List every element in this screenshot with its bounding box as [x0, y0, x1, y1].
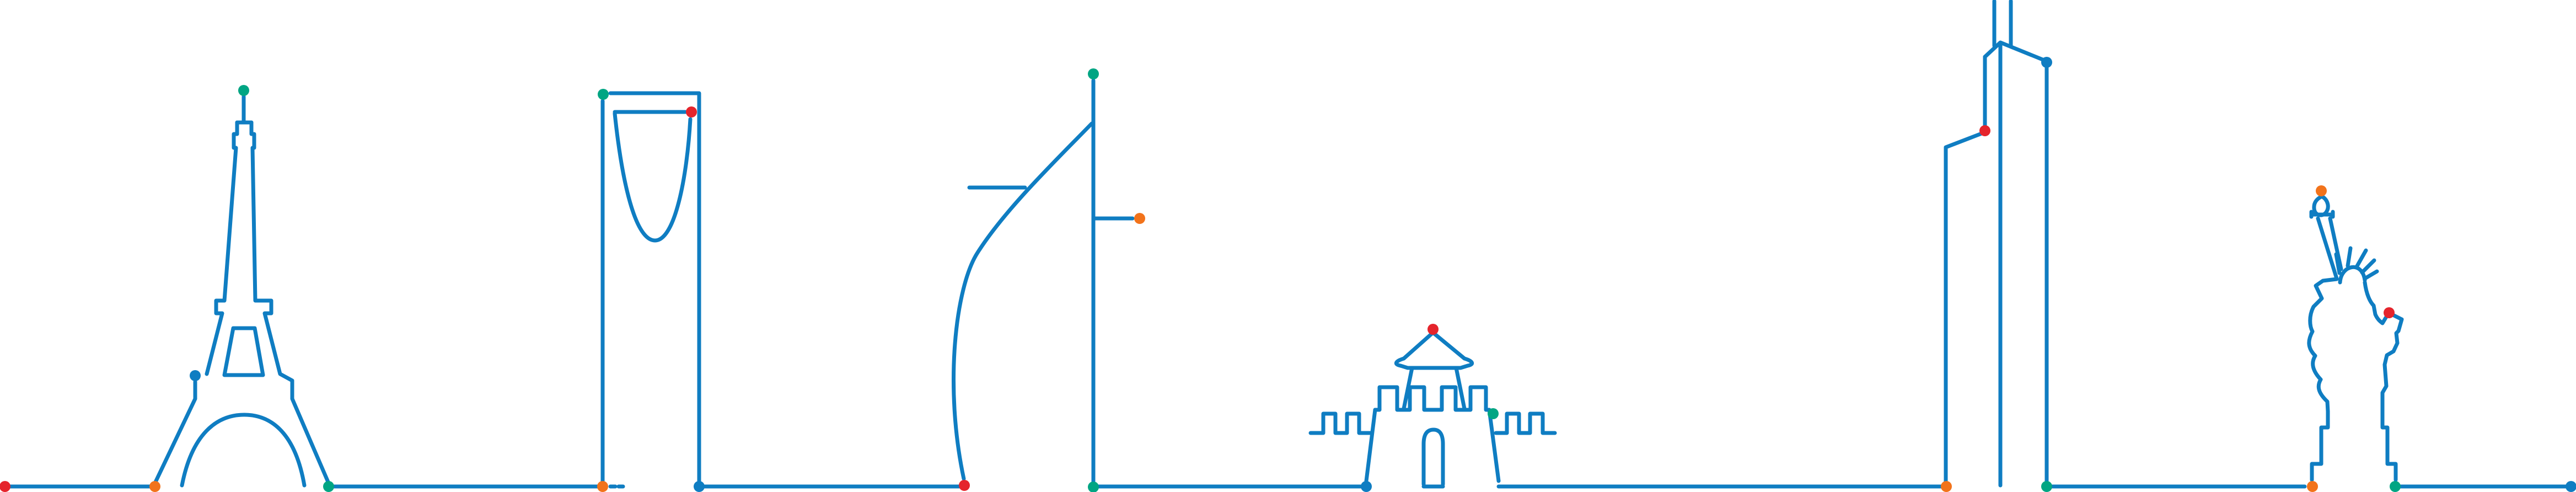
liberty-crown-spikes	[2334, 246, 2379, 281]
willis-tower-red-dot	[1979, 125, 1990, 136]
ground-orange-dot	[1941, 481, 1952, 492]
ground-blue-dot	[694, 481, 705, 492]
ground-teal-dot	[1088, 482, 1099, 492]
eiffel-tower-teal-dot	[238, 85, 249, 96]
kingdom-centre-drawing	[600, 91, 701, 485]
statue-of-liberty-drawing	[2307, 194, 2404, 482]
willis-left-step-lower	[1944, 131, 1984, 484]
liberty-arm-outer	[2316, 216, 2339, 281]
great-wall-fortress-teal-dot	[1488, 408, 1499, 419]
willis-tower-drawing	[1944, 0, 2049, 488]
ground-teal-dot	[2390, 481, 2401, 492]
fortress-door-arch	[1421, 427, 1445, 486]
kingdom-centre-teal-dot	[598, 89, 609, 100]
liberty-robe-left-side	[2307, 277, 2339, 482]
ground-orange-dot	[2307, 481, 2318, 492]
fortress-left-wall	[1308, 411, 1374, 435]
fortress-battlements	[1373, 385, 1491, 412]
ground-orange-dot	[597, 481, 608, 492]
ground-blue-dot	[2566, 481, 2576, 492]
liberty-tablet-right-side	[2380, 313, 2404, 482]
fortress-right-slant	[1487, 408, 1501, 483]
eiffel-arch	[180, 413, 307, 488]
liberty-arm-inner	[2328, 216, 2343, 271]
eiffel-tower-blue-dot	[190, 370, 201, 381]
milestone-dots	[0, 57, 2576, 492]
ground-orange-dot	[149, 481, 160, 492]
willis-tower-blue-dot	[2041, 57, 2052, 68]
ground-teal-dot	[323, 481, 334, 492]
liberty-face-chest	[2363, 280, 2388, 325]
willis-antennas	[1992, 0, 2013, 48]
burj-al-arab-drawing	[952, 78, 1135, 486]
fortress-left-slant	[1364, 408, 1377, 483]
ground-red-dot	[959, 480, 970, 491]
statue-of-liberty-red-dot	[2384, 307, 2395, 318]
burj-sail-curve	[952, 121, 1094, 481]
eiffel-left-leg	[153, 379, 197, 485]
statue-of-liberty-orange-dot	[2316, 185, 2327, 196]
liberty-torch-flame	[2312, 194, 2330, 217]
liberty-torch-handle	[2309, 210, 2335, 219]
kingdom-top-right-sides	[608, 91, 701, 485]
great-wall-fortress-red-dot	[1427, 324, 1439, 335]
fortress-drawing	[1308, 330, 1557, 486]
eiffel-right-outline	[249, 120, 331, 485]
burj-al-arab-orange-dot	[1134, 213, 1145, 224]
liberty-crown-dome	[2338, 265, 2367, 285]
fortress-pagoda-roof	[1394, 330, 1474, 370]
ground-red-dot	[0, 481, 10, 492]
kingdom-parabola	[613, 111, 693, 243]
ground-teal-dot	[2041, 481, 2052, 492]
fortress-pagoda-legs	[1402, 366, 1467, 411]
eiffel-window	[222, 326, 265, 377]
eiffel-tower-drawing	[153, 94, 331, 488]
fortress-right-wall	[1494, 411, 1557, 435]
kingdom-centre-red-dot	[686, 106, 697, 117]
ground-blue-dot	[1361, 481, 1372, 492]
eiffel-left-outline	[205, 120, 239, 376]
burj-al-arab-teal-dot	[1088, 68, 1099, 79]
